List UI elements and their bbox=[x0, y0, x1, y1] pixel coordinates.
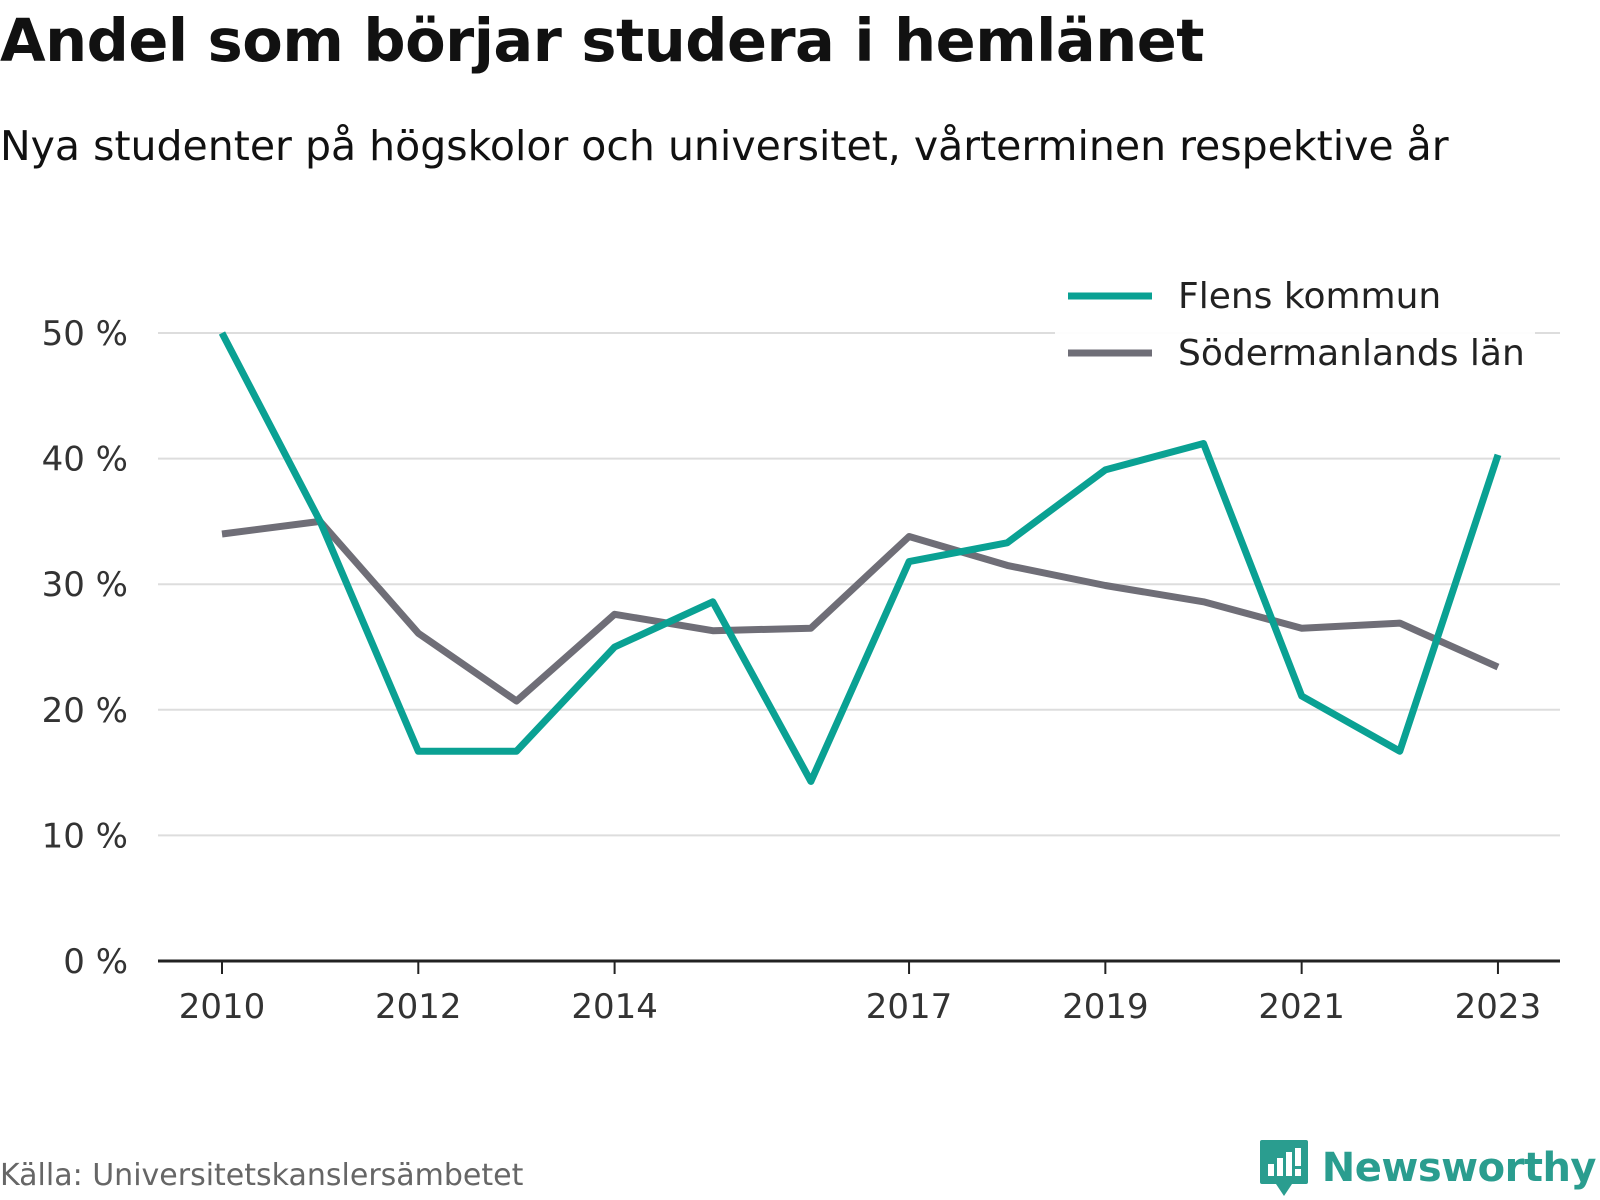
chart-title: Andel som börjar studera i hemlänet bbox=[0, 6, 1204, 75]
y-tick-label: 30 % bbox=[42, 565, 128, 605]
legend: Flens kommun Södermanlands län bbox=[1055, 268, 1535, 398]
x-tick-label: 2023 bbox=[1455, 987, 1542, 1027]
line-chart: 0 % 10 % 20 % 30 % 40 % 50 % 2010 2012 2014 2017… bbox=[41, 268, 1560, 1027]
brand-name: Newsworthy bbox=[1321, 1145, 1597, 1191]
newsworthy-logo-icon bbox=[1259, 1140, 1308, 1196]
x-tick-label: 2014 bbox=[571, 987, 658, 1027]
y-axis-tick-labels: 0 % 10 % 20 % 30 % 40 % 50 % bbox=[42, 314, 128, 982]
x-tick-label: 2017 bbox=[866, 987, 953, 1027]
x-tick-label: 2010 bbox=[179, 987, 266, 1027]
y-tick-label: 10 % bbox=[42, 816, 128, 856]
legend-label-flens-kommun: Flens kommun bbox=[1178, 276, 1441, 317]
legend-background bbox=[1055, 268, 1535, 398]
legend-label-sodermanlands-lan: Södermanlands län bbox=[1178, 333, 1525, 374]
brand: Newsworthy bbox=[1258, 1138, 1597, 1198]
chart-subtitle: Nya studenter på högskolor och universit… bbox=[0, 122, 1449, 170]
y-tick-label: 50 % bbox=[42, 314, 128, 354]
series-line-sodermanlands-lan bbox=[221, 517, 1500, 705]
source-note: Källa: Universitetskanslersämbetet bbox=[0, 1158, 524, 1193]
x-tick-label: 2012 bbox=[375, 987, 462, 1027]
y-tick-label: 40 % bbox=[42, 440, 128, 480]
x-tick-label: 2019 bbox=[1062, 987, 1149, 1027]
series-lines bbox=[218, 331, 1502, 785]
series-line-flens-kommun bbox=[218, 331, 1502, 785]
y-tick-label: 0 % bbox=[63, 942, 128, 982]
y-tick-label: 20 % bbox=[42, 691, 128, 731]
x-axis-tick-labels: 2010 2012 2014 2017 2019 2021 2023 bbox=[179, 987, 1541, 1027]
x-axis bbox=[158, 959, 1560, 974]
x-tick-label: 2021 bbox=[1258, 987, 1345, 1027]
